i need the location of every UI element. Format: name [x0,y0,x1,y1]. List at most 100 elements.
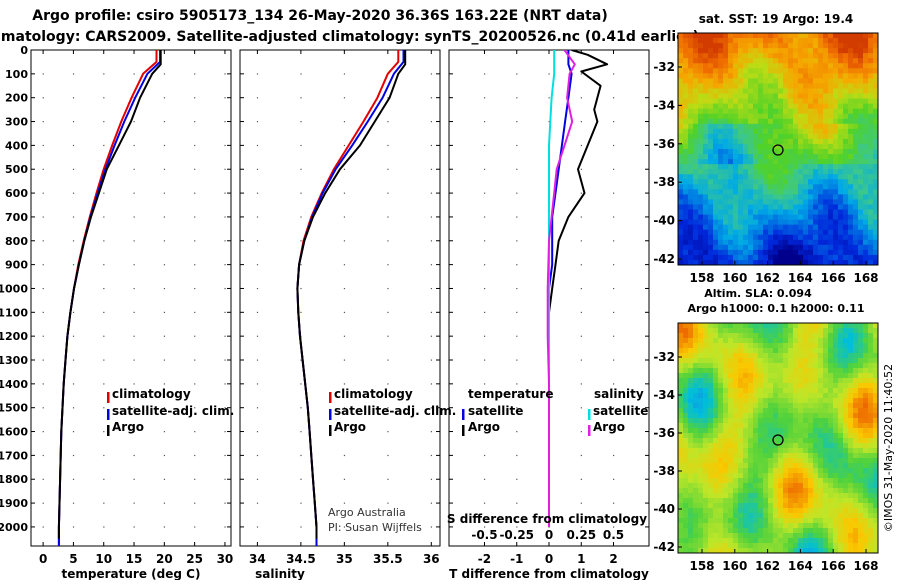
grid-dot [516,216,518,218]
series-line-argo [296,50,407,539]
map-cell [703,338,709,344]
legend-swatch [462,425,465,436]
map-cell [718,259,724,266]
map-cell [773,548,779,554]
map-cell [768,159,774,165]
map-cell [748,358,754,364]
map-cell [803,209,809,215]
map-cell [713,368,719,374]
map-cell [713,254,719,261]
map-cell [873,194,879,200]
map-cell [718,468,724,474]
map-cell [718,43,724,49]
map-cell [843,373,849,379]
map-cell [683,88,689,94]
map-cell [828,533,834,539]
map-cell [763,483,769,489]
map-cell [848,179,854,185]
map-cell [683,48,689,54]
map-cell [748,149,754,155]
map-cell [783,209,789,215]
map-cell [768,93,774,99]
map-cell [798,398,804,404]
map-cell [693,189,699,195]
map-cell [853,413,859,419]
map-cell [698,169,704,175]
map-cell [808,239,814,246]
map-cell [738,518,744,524]
map-cell [678,478,684,484]
map-cell [703,328,709,334]
map-cell [823,443,829,449]
map-cell [823,353,829,359]
map-cell [678,323,684,329]
map-cell [868,498,874,504]
grid-dot [548,121,550,123]
map-cell [833,518,839,524]
map-cell [733,343,739,349]
map-cell [813,473,819,479]
map-cell [778,78,784,84]
map-cell [783,428,789,434]
map-cell [788,408,794,414]
map-cell [738,68,744,74]
map-cell [688,48,694,54]
map-cell [788,219,794,226]
map-cell [813,478,819,484]
map-cell [713,393,719,399]
map-cell [718,523,724,529]
map-cell [778,538,784,544]
map-cell [733,113,739,120]
map-cell [768,164,774,170]
map-cell [778,448,784,454]
map-cell [818,88,824,94]
map-cell [798,154,804,160]
map-cell [758,383,764,389]
map-cell [778,373,784,379]
map-cell [863,533,869,539]
map-cell [713,498,719,504]
map-cell [828,528,834,534]
map-cell [833,523,839,529]
grid-dot [256,192,259,194]
map-cell [718,204,724,210]
map-cell [723,388,729,394]
map-cell [733,513,739,519]
map-cell [703,373,709,379]
map-cell [703,33,709,39]
map-cell [723,348,729,354]
map-cell [803,428,809,434]
map-cell [718,533,724,539]
map-cell [823,194,829,200]
map-cell [848,473,854,479]
map-cell [723,548,729,554]
grid-dot [516,383,518,385]
map-cell [843,533,849,539]
grid-dot [194,73,196,75]
map-cell [863,254,869,261]
grid-dot [613,359,615,361]
map-cell [868,383,874,389]
series-group [296,50,407,546]
map-cell [763,528,769,534]
map-cell [793,83,799,89]
map-cell [778,98,784,105]
legend-s-sat-label: satellite-adj. clim. [334,404,456,418]
map-cell [758,458,764,464]
grid-dot [300,407,302,409]
grid-dot [343,311,346,314]
map-cell [703,483,709,489]
map-cell [808,433,814,439]
grid-dot [103,144,105,147]
map-cell [803,204,809,210]
map-cell [818,433,824,439]
map-cell [823,149,829,155]
map-cell [743,239,749,246]
map-cell [738,353,744,359]
map-cell [763,488,769,494]
map-cell [723,219,729,226]
map-cell [743,98,749,105]
map-cell [678,408,684,414]
map-cell [703,83,709,89]
map-cell [698,53,704,59]
